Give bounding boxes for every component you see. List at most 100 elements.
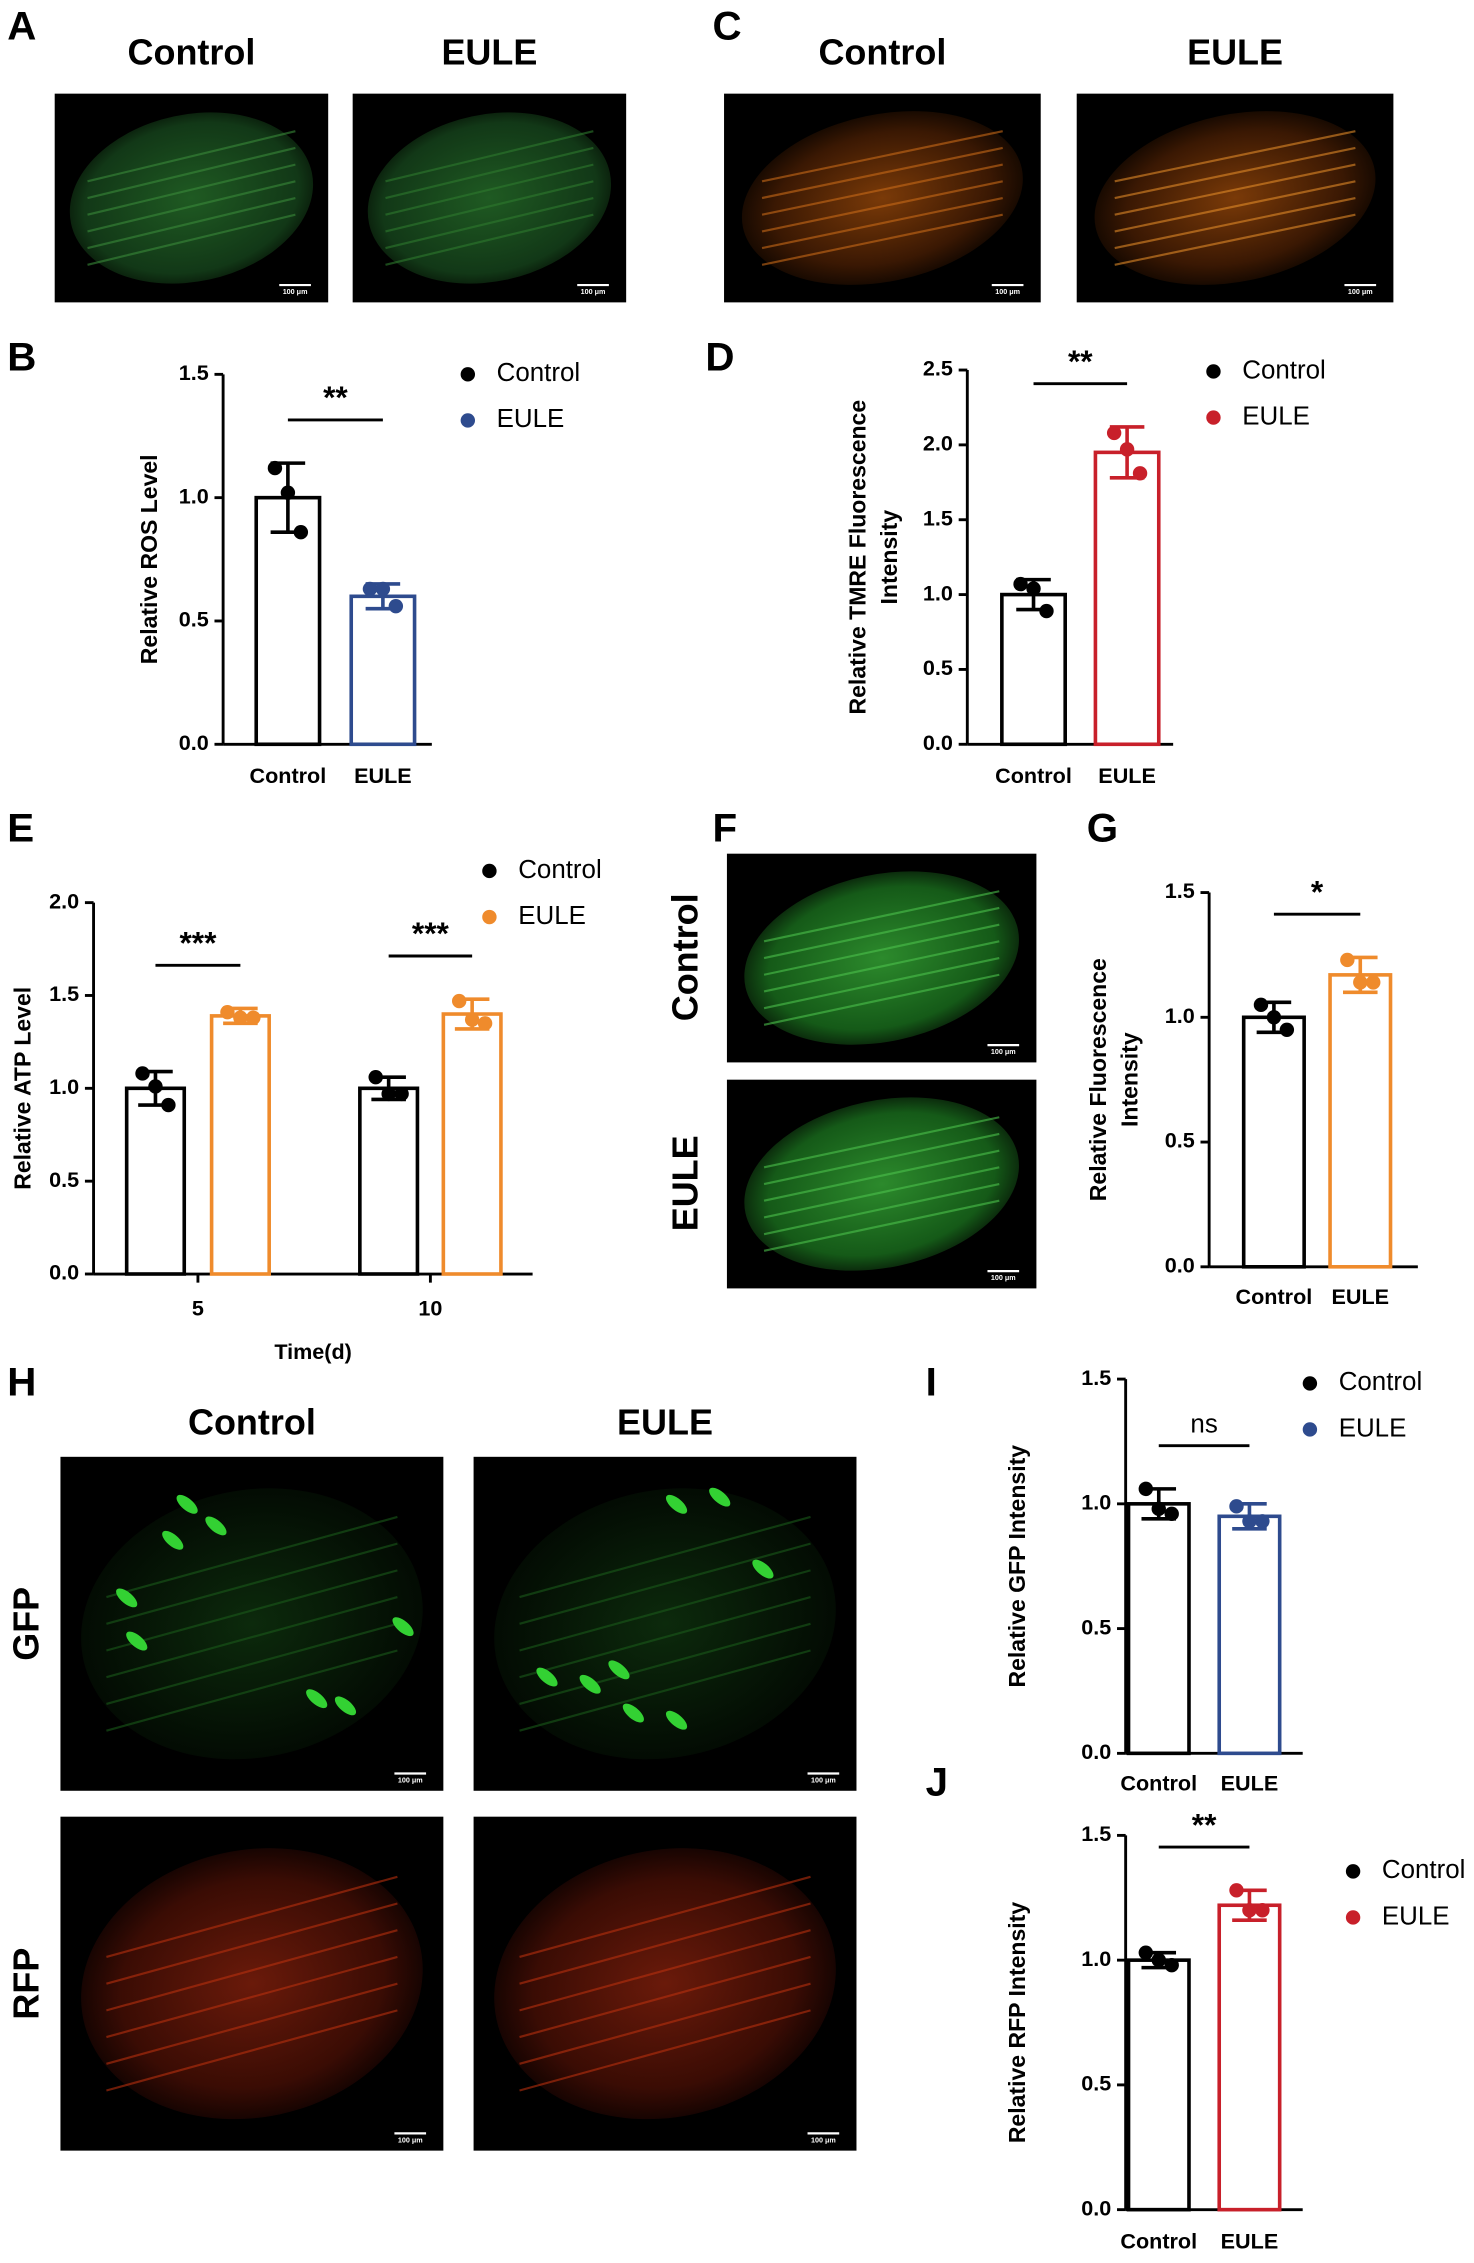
- worm: [763, 956, 1000, 1010]
- bar: [358, 1086, 420, 1276]
- bar: [1126, 1502, 1191, 1756]
- data-point: [394, 1086, 409, 1102]
- gfp-spot: [126, 1631, 148, 1651]
- worm: [106, 1649, 398, 1732]
- legend-marker: [1302, 1422, 1318, 1437]
- legend-label: EULE: [1242, 402, 1310, 430]
- scale-bar-label: 100 μm: [1348, 287, 1373, 296]
- scale-bar-label: 100 μm: [995, 287, 1020, 296]
- data-point: [1026, 581, 1041, 596]
- worm: [1114, 196, 1356, 250]
- significance-label: **: [323, 379, 348, 415]
- column-label: EULE: [441, 31, 537, 72]
- gfp-spot: [306, 1689, 328, 1709]
- y-axis-label: Relative ROS Level: [136, 454, 162, 664]
- y-tick-label: 2.0: [923, 431, 953, 456]
- data-point: [148, 1079, 163, 1094]
- column-label: Control: [818, 31, 946, 72]
- significance-label: ***: [412, 915, 450, 951]
- bar: [209, 1014, 271, 1276]
- panel-letter: A: [7, 4, 36, 49]
- data-point: [375, 581, 391, 597]
- data-point: [1132, 466, 1148, 481]
- y-tick-label: 0.0: [49, 1260, 79, 1285]
- legend-marker: [1345, 1864, 1361, 1879]
- data-point: [368, 1069, 383, 1085]
- worm: [761, 196, 1003, 250]
- data-point: [293, 524, 309, 540]
- worm: [763, 1182, 1000, 1236]
- data-point: [388, 598, 404, 614]
- worm: [106, 1929, 398, 2012]
- data-point: [1106, 425, 1122, 441]
- gfp-spot: [665, 1494, 688, 1514]
- worm: [385, 130, 594, 183]
- panel-letter: J: [926, 1760, 948, 1805]
- worm: [519, 1875, 811, 1958]
- significance-label: ***: [179, 924, 217, 960]
- data-point: [1229, 1499, 1244, 1514]
- worm: [519, 1515, 811, 1599]
- data-point: [1255, 1903, 1270, 1918]
- worm: [106, 1982, 398, 2065]
- gfp-spot: [116, 1588, 138, 1608]
- column-label: Control: [128, 31, 256, 72]
- data-point: [1229, 1883, 1244, 1898]
- x-axis-label: Time(d): [274, 1339, 352, 1364]
- data-point: [1242, 1903, 1257, 1918]
- y-tick-label: 1.0: [1165, 1003, 1195, 1028]
- legend-label: Control: [1339, 1368, 1423, 1396]
- worm: [763, 1116, 1000, 1169]
- data-point: [1253, 997, 1269, 1013]
- data-point: [220, 1004, 235, 1020]
- worm: [106, 1542, 398, 1625]
- worm: [87, 180, 296, 233]
- y-tick-label: 0.0: [923, 730, 953, 755]
- worm-cluster: [81, 1848, 423, 2120]
- worm: [761, 163, 1003, 216]
- scale-bar-label: 100 μm: [581, 287, 606, 296]
- y-tick-label: 0.5: [1165, 1128, 1195, 1153]
- scale-bar-label: 100 μm: [398, 1776, 423, 1785]
- worm: [519, 1902, 811, 1985]
- panel-letter: G: [1087, 805, 1118, 850]
- gfp-spot: [205, 1516, 227, 1536]
- legend-label: Control: [1382, 1856, 1466, 1884]
- y-tick-label: 2.0: [49, 888, 79, 913]
- worm-cluster: [744, 1097, 1019, 1271]
- gfp-spot: [665, 1710, 688, 1730]
- legend-marker: [482, 909, 497, 925]
- data-point: [464, 1012, 480, 1027]
- bar: [1126, 1958, 1191, 2212]
- data-point: [1151, 1501, 1166, 1517]
- legend-label: Control: [1242, 356, 1326, 384]
- gfp-spot: [608, 1660, 630, 1680]
- row-label: Control: [665, 893, 706, 1021]
- legend-label: EULE: [518, 902, 586, 930]
- row-label: EULE: [665, 1135, 706, 1231]
- worm-cluster: [81, 1488, 423, 1760]
- worm: [385, 196, 594, 250]
- bar: [441, 1012, 503, 1276]
- worm-cluster: [494, 1488, 836, 1760]
- gfp-spot: [579, 1674, 601, 1694]
- data-point: [1138, 1481, 1154, 1497]
- panel-letter: D: [705, 335, 734, 380]
- y-tick-label: 1.5: [1081, 1365, 1111, 1390]
- data-point: [1242, 1514, 1257, 1529]
- worm: [106, 1622, 398, 1705]
- data-point: [280, 485, 296, 500]
- gfp-spot: [536, 1667, 558, 1687]
- worm: [519, 1542, 811, 1625]
- worm: [87, 196, 296, 250]
- panel-letter: B: [7, 335, 36, 380]
- panel-letter: C: [713, 4, 742, 49]
- data-point: [1138, 1945, 1154, 1960]
- worm: [519, 1982, 811, 2065]
- scale-bar-label: 100 μm: [811, 2135, 836, 2144]
- worm: [763, 1166, 1000, 1219]
- scale-bar-label: 100 μm: [811, 1776, 836, 1785]
- gfp-spot: [752, 1559, 774, 1579]
- scale-bar-label: 100 μm: [398, 2135, 423, 2144]
- worm: [519, 2009, 811, 2092]
